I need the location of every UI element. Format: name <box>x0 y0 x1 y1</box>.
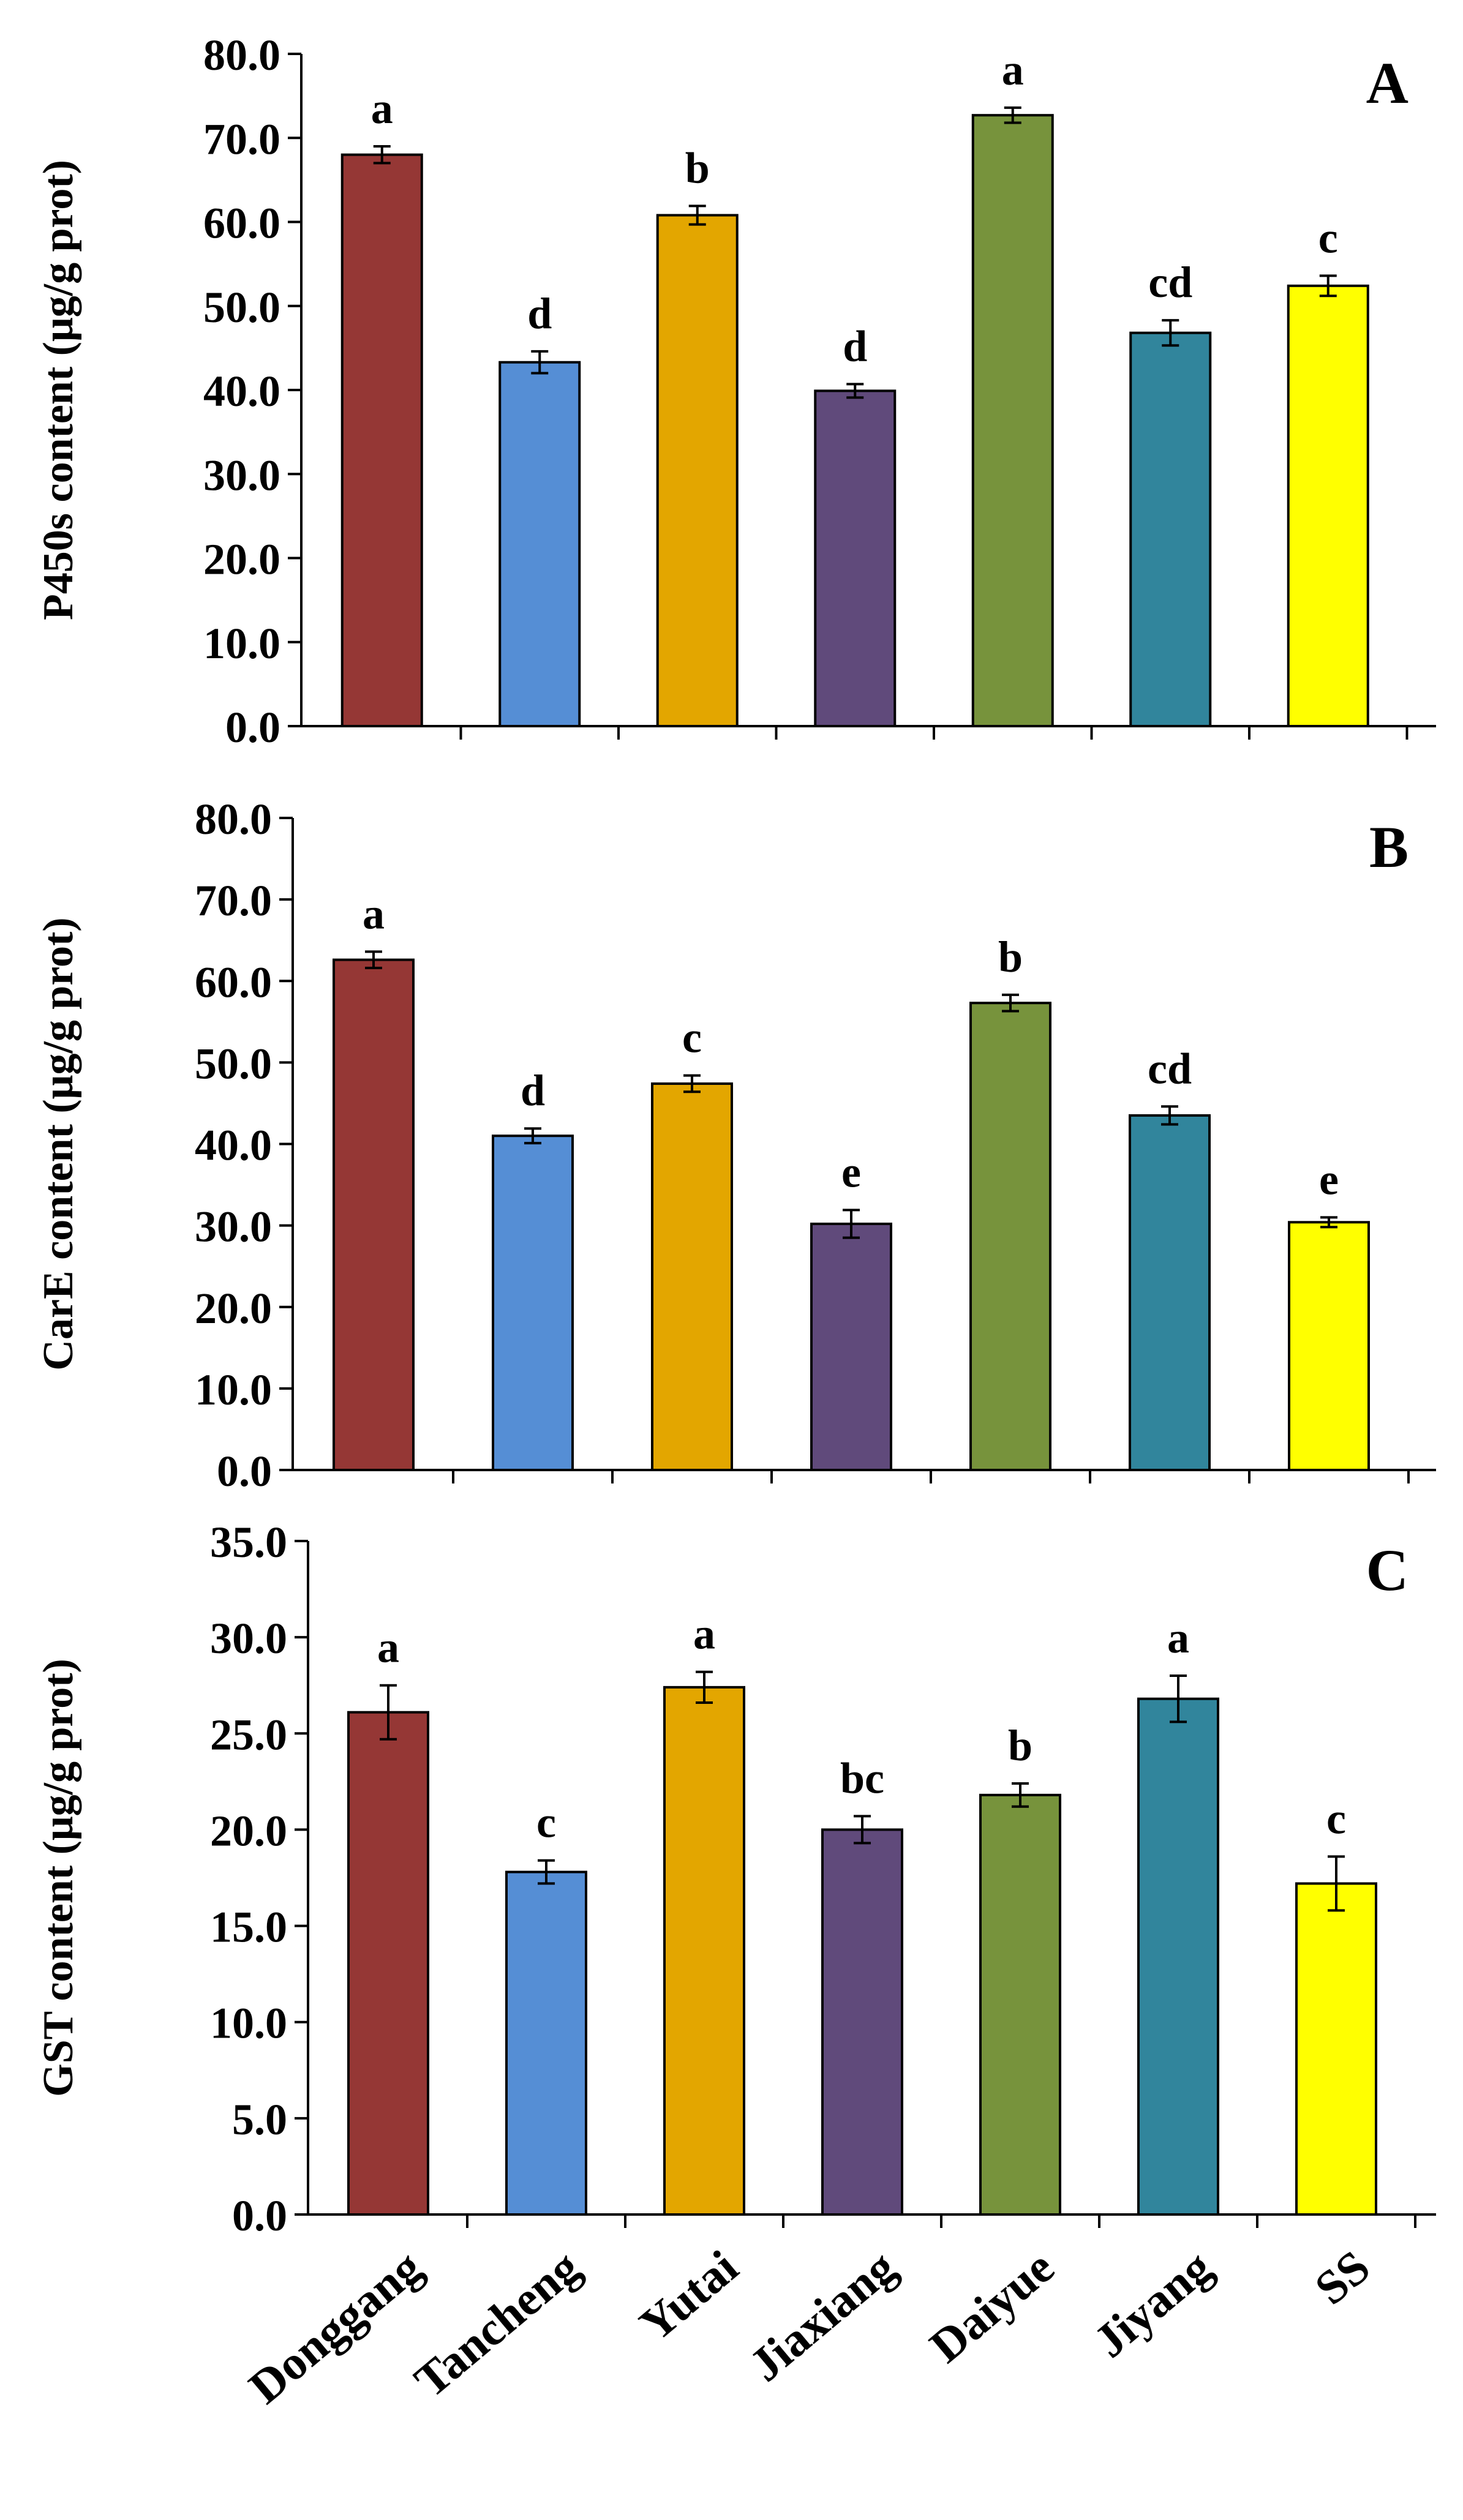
significance-label: b <box>998 932 1023 981</box>
significance-label: c <box>1326 1794 1346 1843</box>
y-tick-label: 10.0 <box>195 1365 272 1414</box>
x-tick-label: Yutai <box>630 2240 748 2351</box>
y-tick-label: 10.0 <box>203 619 280 668</box>
y-tick-label: 0.0 <box>225 703 280 752</box>
bar-jiaxiang <box>821 1828 903 2216</box>
significance-label: cd <box>1148 258 1192 307</box>
significance-label: c <box>682 1013 702 1062</box>
y-tick-label: 5.0 <box>232 2095 287 2144</box>
bar-donggang <box>340 153 423 727</box>
x-tick-label: Jiyang <box>1084 2240 1222 2368</box>
y-tick-label: 0.0 <box>217 1447 272 1496</box>
bar-yutai <box>663 1686 745 2216</box>
y-tick-label: 30.0 <box>210 1614 287 1663</box>
y-tick-label: 30.0 <box>195 1202 272 1251</box>
y-axis-title: P450s content (μg/g prot) <box>35 160 82 620</box>
y-tick-label: 10.0 <box>210 1999 287 2048</box>
y-tick-label: 50.0 <box>195 1039 272 1088</box>
panel-letter: B <box>1369 814 1408 880</box>
x-tick-label: Daiyue <box>920 2240 1064 2372</box>
significance-label: a <box>363 889 385 938</box>
bar-jiyang <box>1129 331 1212 727</box>
significance-label: cd <box>1148 1044 1192 1093</box>
bar-jiyang <box>1137 1697 1219 2216</box>
panel-a: 0.0 10.0 20.0 30.0 40.0 50.0 60.0 70.0 80.0 P450s… <box>35 31 1436 752</box>
significance-label: d <box>521 1066 545 1115</box>
bar-jiaxiang <box>810 1222 892 1472</box>
y-tick-label: 70.0 <box>195 876 272 925</box>
bar-ss <box>1295 1882 1377 2216</box>
bar-daiyue <box>979 1793 1061 2216</box>
significance-label: c <box>1318 213 1338 262</box>
bar-yutai <box>656 214 739 727</box>
y-tick-label: 0.0 <box>232 2191 287 2240</box>
y-tick-label: 30.0 <box>203 451 280 500</box>
significance-label: a <box>693 1610 715 1659</box>
y-tick-label: 50.0 <box>203 283 280 332</box>
significance-label: b <box>1008 1721 1032 1770</box>
significance-label: a <box>1002 45 1024 94</box>
bar-ss <box>1288 1221 1370 1472</box>
x-tick-label: Jiaxiang <box>739 2240 906 2391</box>
y-tick-label: 40.0 <box>203 367 280 416</box>
significance-label: d <box>843 321 867 370</box>
y-tick-label: 35.0 <box>210 1518 287 1567</box>
y-tick-label: 15.0 <box>210 1903 287 1952</box>
y-tick-label: 20.0 <box>203 535 280 584</box>
bar-tancheng <box>498 361 581 727</box>
y-tick-label: 20.0 <box>210 1806 287 1855</box>
panel-b: 0.0 10.0 20.0 30.0 40.0 50.0 60.0 70.0 80.0 CarE … <box>35 795 1436 1496</box>
y-axis-title: GST content (μg/g prot) <box>35 1659 82 2097</box>
y-tick-label: 80.0 <box>203 31 280 80</box>
bar-yutai <box>651 1082 733 1472</box>
significance-label: e <box>841 1147 861 1196</box>
bar-jiyang <box>1129 1114 1211 1471</box>
significance-label: bc <box>840 1753 884 1802</box>
y-tick-label: 20.0 <box>195 1284 272 1333</box>
significance-label: c <box>536 1798 556 1847</box>
panel-letter: C <box>1366 1537 1408 1603</box>
bar-ss <box>1287 284 1369 727</box>
y-tick-label: 40.0 <box>195 1121 272 1170</box>
panel-c: 0.0 5.0 10.0 15.0 20.0 25.0 30.0 35.0 GST conten… <box>35 1518 1436 2240</box>
bar-donggang <box>347 1711 429 2216</box>
y-tick-label: 60.0 <box>203 199 280 248</box>
x-tick-label: Donggang <box>239 2240 432 2413</box>
y-tick-label: 60.0 <box>195 958 272 1007</box>
x-tick-label: Tancheng <box>404 2240 590 2407</box>
y-tick-label: 70.0 <box>203 114 280 163</box>
significance-label: b <box>685 143 710 192</box>
y-tick-label: 25.0 <box>210 1710 287 1759</box>
x-tick-label: SS <box>1305 2240 1380 2314</box>
bar-jiaxiang <box>814 389 897 727</box>
bar-tancheng <box>505 1870 587 2216</box>
bar-daiyue <box>969 1002 1051 1471</box>
bar-tancheng <box>492 1134 574 1471</box>
bar-donggang <box>333 958 415 1471</box>
significance-label: e <box>1319 1155 1339 1204</box>
bar-daiyue <box>971 114 1054 727</box>
significance-label: a <box>377 1623 399 1672</box>
significance-label: a <box>1167 1613 1189 1662</box>
panel-letter: A <box>1366 50 1408 116</box>
significance-label: d <box>527 289 552 338</box>
significance-label: a <box>371 84 393 133</box>
y-axis-title: CarE content (μg/g prot) <box>35 917 82 1370</box>
y-tick-label: 80.0 <box>195 795 272 844</box>
